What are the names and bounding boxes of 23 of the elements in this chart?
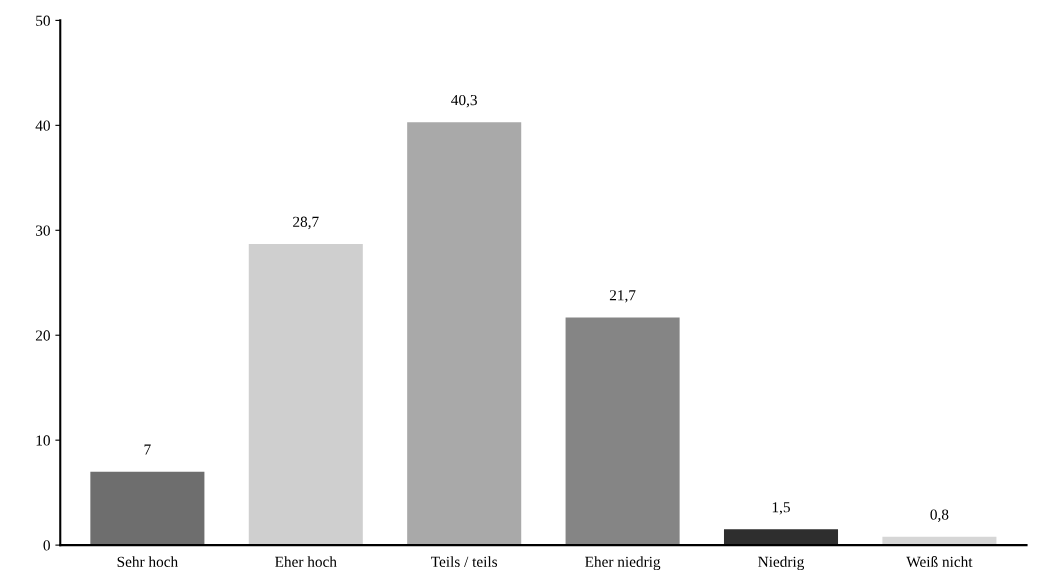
data-label: 7 <box>144 444 151 455</box>
bar <box>90 471 205 546</box>
y-tick-label: 30 <box>35 225 50 236</box>
bar <box>723 529 839 546</box>
y-tick-label: 20 <box>35 330 50 341</box>
data-label: 0,8 <box>930 509 949 522</box>
bar <box>248 243 363 546</box>
x-tick-label: Niedrig <box>758 556 805 571</box>
y-tick-label: 0 <box>43 540 50 551</box>
x-tick-label: Eher hoch <box>275 556 337 567</box>
y-tick-label: 40 <box>35 120 50 131</box>
data-label: 21,7 <box>609 290 636 303</box>
x-tick-label: Sehr hoch <box>117 556 178 567</box>
y-tick-label: 50 <box>36 15 50 26</box>
x-tick-label: Teils / teils <box>431 556 498 567</box>
x-tick-label: Eher niedrig <box>585 556 661 571</box>
x-tick-label: Weiß nicht <box>906 556 973 568</box>
data-label: 1,5 <box>772 502 790 515</box>
data-label: 40,3 <box>451 94 477 108</box>
bar <box>565 317 680 546</box>
data-label: 28,7 <box>293 216 319 230</box>
bar <box>407 122 522 546</box>
y-tick-label: 10 <box>36 435 50 446</box>
